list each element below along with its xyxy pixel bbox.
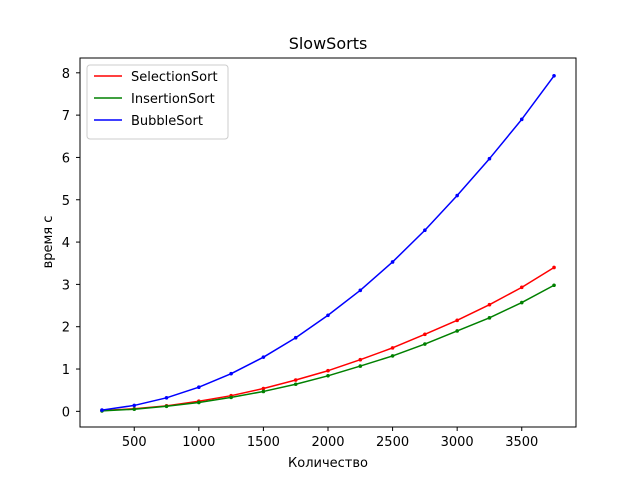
- x-tick-label: 1500: [247, 435, 280, 450]
- data-point-bubblesort: [261, 355, 266, 359]
- x-tick-label: 500: [122, 435, 147, 450]
- data-point-bubblesort: [455, 193, 459, 198]
- data-point-insertionsort: [229, 395, 233, 400]
- data-point-selectionsort: [326, 368, 330, 373]
- legend: SelectionSort InsertionSort BubbleSort: [86, 64, 229, 140]
- legend-label: BubbleSort: [131, 114, 203, 129]
- y-axis-label: время с: [41, 216, 56, 269]
- data-point-selectionsort: [519, 285, 524, 290]
- y-tick-label: 7: [62, 109, 70, 124]
- y-tick-label: 6: [62, 151, 70, 166]
- y-tick-label: 1: [62, 363, 70, 378]
- data-point-selectionsort: [261, 386, 266, 391]
- data-point-insertionsort: [164, 404, 169, 409]
- y-tick-label: 3: [62, 278, 70, 293]
- data-point-bubblesort: [293, 335, 298, 340]
- legend-label: InsertionSort: [131, 92, 215, 107]
- data-point-insertionsort: [552, 283, 556, 288]
- data-point-bubblesort: [197, 385, 201, 390]
- data-point-insertionsort: [261, 389, 266, 394]
- data-point-bubblesort: [487, 156, 492, 161]
- data-point-bubblesort: [326, 313, 330, 318]
- data-point-bubblesort: [423, 228, 427, 233]
- data-point-selectionsort: [552, 265, 556, 270]
- data-point-insertionsort: [487, 316, 492, 320]
- data-point-insertionsort: [358, 364, 363, 368]
- x-tick-label: 3000: [441, 435, 474, 450]
- data-point-selectionsort: [293, 378, 298, 382]
- data-point-bubblesort: [132, 403, 137, 408]
- data-point-selectionsort: [455, 318, 459, 323]
- legend-box: [86, 64, 229, 140]
- data-point-bubblesort: [390, 260, 395, 264]
- data-point-bubblesort: [229, 371, 233, 376]
- x-axis: 500 1000 1500 2000 2500 3000 3500: [122, 427, 538, 450]
- y-axis: 0 1 2 3 4 5 6 7 8: [62, 67, 80, 420]
- data-point-bubblesort: [358, 288, 363, 293]
- y-tick-label: 8: [62, 67, 70, 82]
- data-point-bubblesort: [552, 73, 556, 78]
- data-point-selectionsort: [423, 332, 427, 337]
- x-tick-label: 3500: [505, 435, 538, 450]
- data-point-insertionsort: [197, 400, 201, 405]
- x-tick-label: 2000: [311, 435, 344, 450]
- data-point-selectionsort: [390, 346, 395, 350]
- y-tick-label: 4: [62, 236, 70, 251]
- series-layer: [100, 73, 556, 413]
- data-point-insertionsort: [326, 373, 330, 378]
- y-tick-label: 5: [62, 194, 70, 209]
- data-point-bubblesort: [519, 117, 524, 122]
- data-point-insertionsort: [390, 354, 395, 358]
- x-axis-label: Количество: [288, 456, 368, 471]
- y-tick-label: 2: [62, 321, 70, 336]
- data-point-insertionsort: [132, 407, 137, 412]
- chart-title: SlowSorts: [289, 34, 368, 53]
- data-point-bubblesort: [100, 408, 104, 412]
- data-point-insertionsort: [293, 382, 298, 387]
- data-point-insertionsort: [519, 300, 524, 305]
- legend-label: SelectionSort: [131, 70, 218, 85]
- data-point-insertionsort: [423, 342, 427, 346]
- data-point-selectionsort: [358, 357, 363, 362]
- data-point-selectionsort: [487, 302, 492, 307]
- x-tick-label: 1000: [182, 435, 215, 450]
- x-tick-label: 2500: [376, 435, 409, 450]
- data-point-insertionsort: [455, 329, 459, 333]
- data-point-bubblesort: [164, 396, 169, 400]
- y-tick-label: 0: [62, 405, 70, 420]
